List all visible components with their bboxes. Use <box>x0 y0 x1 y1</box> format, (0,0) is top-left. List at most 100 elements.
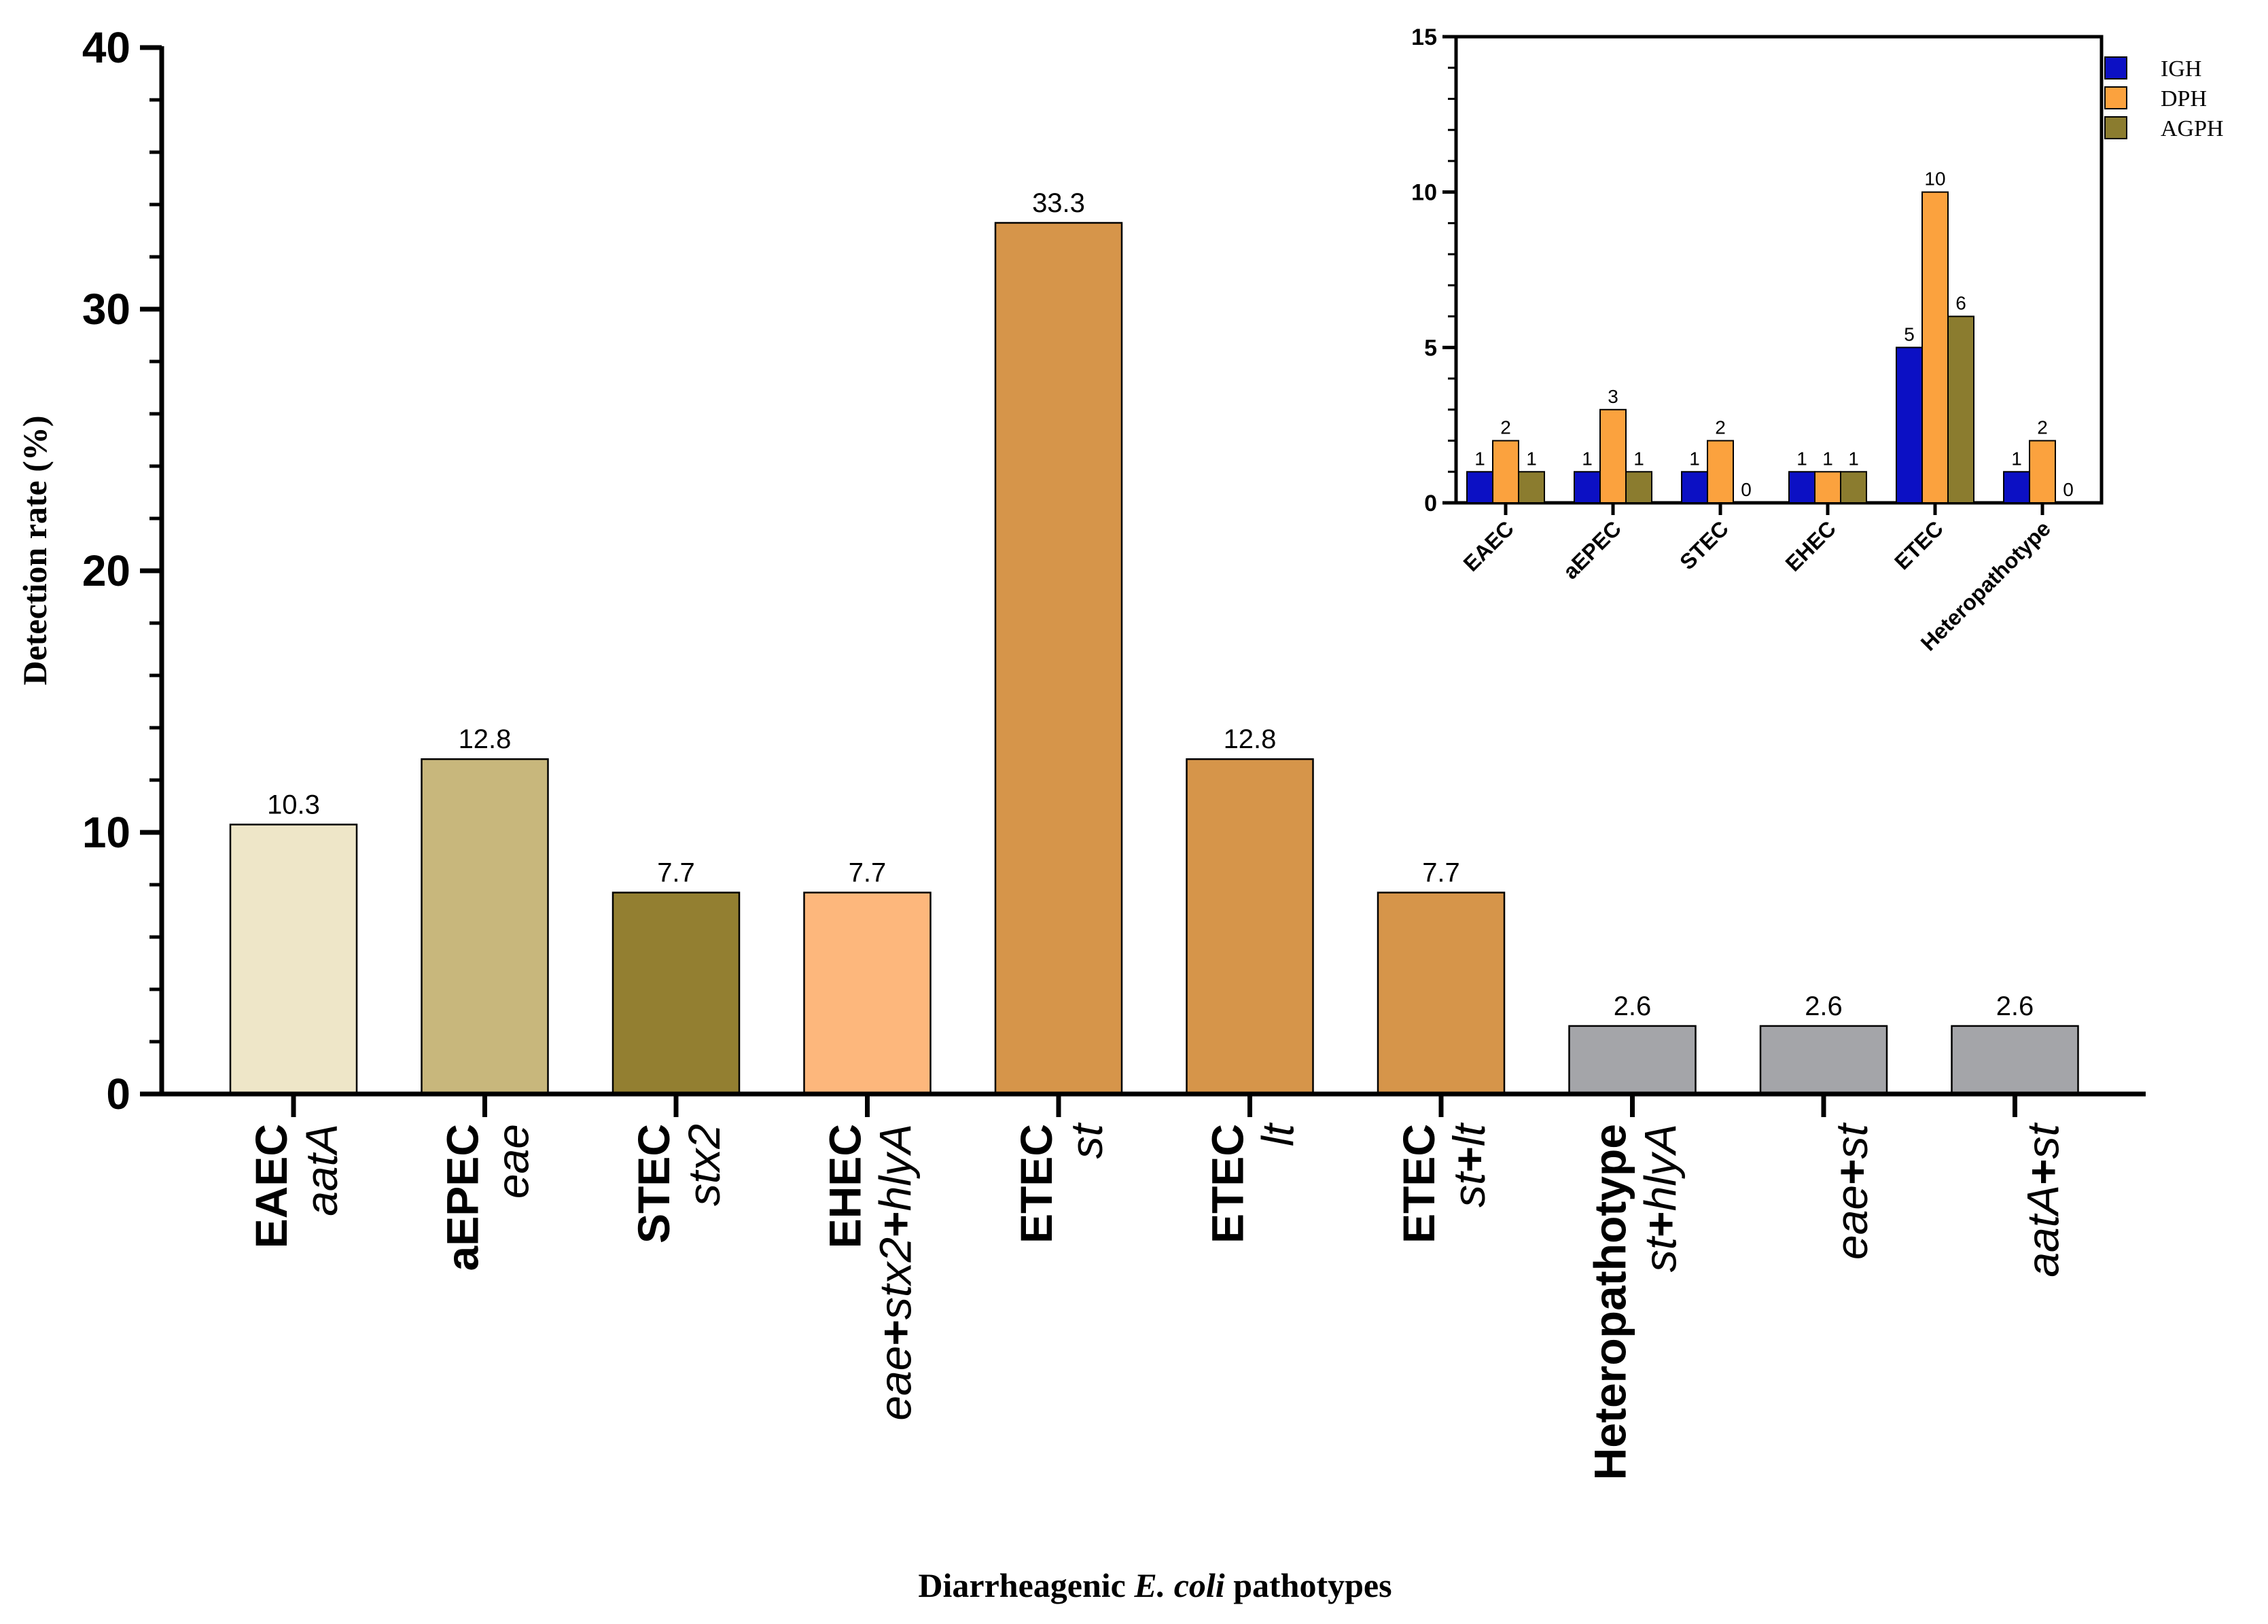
inset-x-label-4: ETEC <box>1890 516 1948 574</box>
inset-x-label-0: EAEC <box>1459 516 1519 576</box>
inset-bar-agph-1 <box>1625 471 1652 504</box>
bar-2 <box>612 892 741 1095</box>
x-category-label-7: Heteropathotype st+hlyA <box>1585 1124 1686 1480</box>
y-tick-label-30: 30 <box>82 285 130 334</box>
x-axis-title-part: pathotypes <box>1225 1566 1392 1604</box>
inset-bar-label-agph-4: 6 <box>1955 293 1966 314</box>
x-category-label-1: aEPEC eae <box>438 1124 538 1271</box>
bar-0 <box>229 824 358 1095</box>
x-gene-label-4: st <box>1061 1122 1112 1159</box>
x-pathotype-label-6: ETEC <box>1394 1124 1444 1243</box>
y-tick-label-20: 20 <box>82 546 130 595</box>
inset-bar-label-agph-2: 0 <box>1741 479 1752 500</box>
bar-value-label-7: 2.6 <box>1614 991 1652 1021</box>
x-category-label-4: ETEC st <box>1011 1122 1112 1243</box>
x-gene-label-part: stx2 <box>679 1124 729 1206</box>
inset-y-tick-label-0: 0 <box>1424 491 1437 516</box>
inset-bar-igh-4 <box>1896 347 1923 504</box>
inset-bar-igh-3 <box>1788 471 1815 504</box>
x-pathotype-label-7: Heteropathotype <box>1585 1124 1635 1480</box>
legend-label-dph: DPH <box>2161 86 2207 111</box>
inset-x-label-3: EHEC <box>1781 516 1841 576</box>
x-category-label-0: EAEC aatA <box>246 1124 347 1248</box>
bar-9 <box>1951 1025 2079 1095</box>
inset-bar-label-igh-2: 1 <box>1689 448 1700 469</box>
inset-bar-igh-5 <box>2003 471 2030 504</box>
x-gene-label-part: st <box>1826 1122 1877 1159</box>
inset-bar-igh-1 <box>1574 471 1601 504</box>
main-chart: 10.312.87.7 7.733.312.87.72.6 2.6 2.6010203… <box>16 23 2146 1604</box>
x-gene-label-part: st <box>2018 1122 2068 1159</box>
x-gene-label-part: + <box>870 1320 921 1346</box>
x-pathotype-label-3: EHEC <box>820 1124 870 1248</box>
x-gene-label-8: eae+st <box>1826 1122 1877 1260</box>
y-tick-label-10: 10 <box>82 808 130 857</box>
x-gene-label-part: lt <box>1444 1122 1494 1146</box>
x-gene-label-part: + <box>2018 1159 2068 1185</box>
x-pathotype-label-5: ETEC <box>1203 1124 1253 1243</box>
x-gene-label-9: aatA+st <box>2018 1122 2068 1277</box>
inset-bar-label-dph-5: 2 <box>2037 417 2048 438</box>
x-gene-label-1: eae <box>488 1124 538 1199</box>
inset-bar-dph-4 <box>1921 191 1949 504</box>
inset-bar-agph-0 <box>1518 471 1545 504</box>
inset-bar-igh-0 <box>1466 471 1493 504</box>
inset-bar-label-dph-3: 1 <box>1822 448 1833 469</box>
x-pathotype-label-2: STEC <box>628 1124 679 1243</box>
inset-bar-dph-0 <box>1492 440 1519 504</box>
x-gene-label-part: lt <box>1253 1122 1303 1146</box>
inset-bar-dph-5 <box>2029 440 2056 504</box>
bar-value-label-6: 7.7 <box>1422 858 1460 888</box>
inset-bar-dph-2 <box>1707 440 1734 504</box>
bar-value-label-2: 7.7 <box>657 858 695 888</box>
inset-bar-label-dph-4: 10 <box>1924 169 1945 190</box>
y-tick-label-40: 40 <box>82 23 130 72</box>
x-gene-label-5: lt <box>1253 1122 1303 1146</box>
inset-bar-label-agph-1: 1 <box>1633 448 1644 469</box>
x-category-label-5: ETEC lt <box>1203 1122 1303 1243</box>
x-gene-label-part: st <box>1061 1122 1112 1159</box>
inset-bar-dph-1 <box>1599 408 1627 504</box>
x-gene-label-part: eae <box>870 1346 921 1421</box>
legend-swatch-agph <box>2104 116 2127 139</box>
bar-8 <box>1759 1025 1888 1095</box>
x-gene-label-part: aatA <box>2018 1185 2068 1277</box>
x-gene-label-part: hlyA <box>870 1124 921 1211</box>
inset-bar-label-agph-3: 1 <box>1848 448 1859 469</box>
inset-bar-label-igh-5: 1 <box>2011 448 2022 469</box>
x-gene-label-3: eae+stx2+hlyA <box>870 1124 921 1421</box>
x-gene-label-part: + <box>1635 1211 1686 1237</box>
inset-bar-label-igh-4: 5 <box>1904 323 1915 345</box>
inset-x-label-2: STEC <box>1675 516 1733 574</box>
legend-swatch-igh <box>2104 56 2127 80</box>
inset-bar-label-igh-1: 1 <box>1582 448 1593 469</box>
inset-x-label-1: aEPEC <box>1558 516 1626 584</box>
x-gene-label-0: aatA <box>296 1124 347 1216</box>
x-category-label-8: eae+st <box>1826 1122 1877 1260</box>
inset-bar-label-igh-0: 1 <box>1474 448 1485 469</box>
bar-value-label-8: 2.6 <box>1805 991 1843 1021</box>
bar-6 <box>1377 892 1506 1095</box>
inset-bar-label-dph-2: 2 <box>1715 417 1726 438</box>
bar-4 <box>994 222 1123 1095</box>
inset-y-tick-label-5: 5 <box>1424 335 1437 361</box>
inset-bar-label-dph-0: 2 <box>1500 417 1511 438</box>
inset-bar-igh-2 <box>1681 471 1708 504</box>
inset-legend: IGH DPH AGPH <box>2104 56 2224 141</box>
inset-bar-dph-3 <box>1814 471 1841 504</box>
y-tick-label-0: 0 <box>106 1070 130 1118</box>
bar-3 <box>803 892 932 1095</box>
legend-label-igh: IGH <box>2161 56 2201 82</box>
legend-swatch-dph <box>2104 86 2127 109</box>
x-gene-label-part: aatA <box>296 1124 347 1216</box>
x-gene-label-part: + <box>870 1211 921 1237</box>
inset-bar-agph-3 <box>1840 471 1867 504</box>
bar-7 <box>1568 1025 1697 1095</box>
x-category-label-6: ETEC st+lt <box>1394 1122 1494 1243</box>
bar-1 <box>421 758 549 1095</box>
x-gene-label-part: eae <box>1826 1185 1877 1260</box>
x-axis-title: Diarrheagenic E. coli pathotypes <box>918 1566 1392 1604</box>
